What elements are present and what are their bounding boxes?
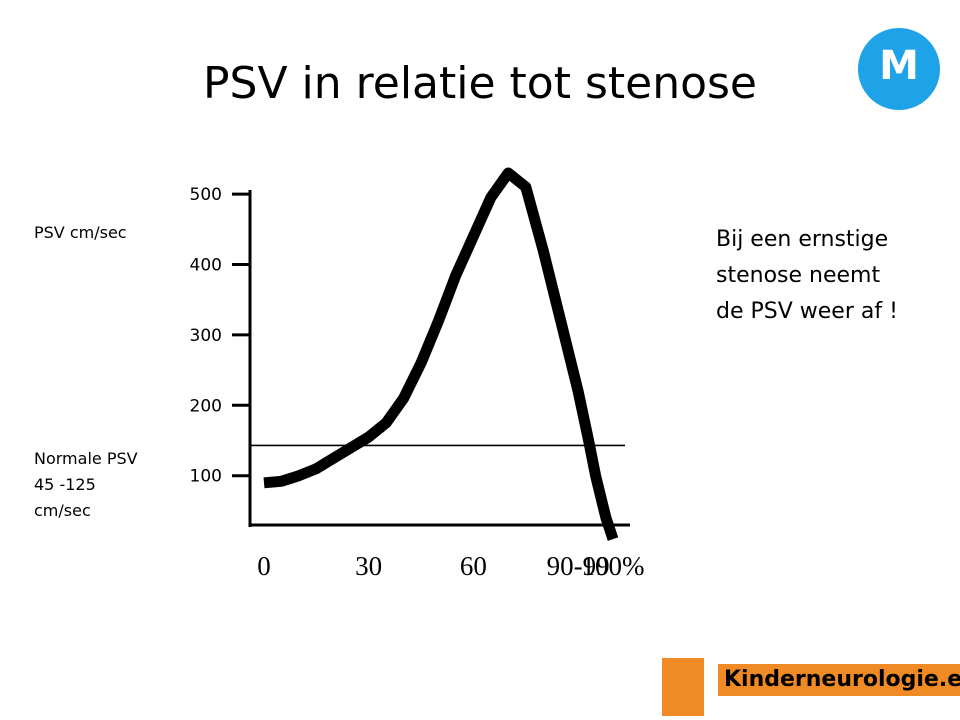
x-tick-label: 60	[460, 551, 487, 581]
normal-psv-line-3: cm/sec	[34, 501, 91, 520]
y-unit-label: PSV cm/sec	[34, 223, 127, 242]
x-tick-label: 30	[355, 551, 382, 581]
slide-title: PSV in relatie tot stenose	[202, 58, 758, 109]
m-badge-icon: M	[858, 28, 940, 110]
y-tick-label: 100	[190, 467, 222, 487]
normal-psv-line-2: 45 -125	[34, 475, 96, 494]
y-ticks: 100 200 300 400 500	[190, 185, 250, 487]
stenosis-note: Bij een ernstige stenose neemt de PSV we…	[716, 227, 898, 324]
y-tick-label: 400	[190, 255, 222, 275]
y-tick-label: 200	[190, 396, 222, 416]
logo-text: Kinderneurologie.eu	[718, 664, 960, 696]
psv-curve	[263, 167, 619, 541]
curve-group	[263, 167, 619, 541]
chart-axes	[248, 190, 630, 527]
logo-figure-icon	[662, 658, 704, 716]
y-tick-label: 300	[190, 326, 222, 346]
normal-psv-line-1: Normale PSV	[34, 449, 138, 468]
y-tick-label: 500	[190, 185, 222, 205]
x-tick-label: 0	[257, 551, 271, 581]
normal-psv-label: Normale PSV 45 -125 cm/sec	[34, 446, 138, 524]
x-tick-label: 90-99	[547, 551, 610, 581]
x-tick-label: 100%	[582, 551, 645, 581]
